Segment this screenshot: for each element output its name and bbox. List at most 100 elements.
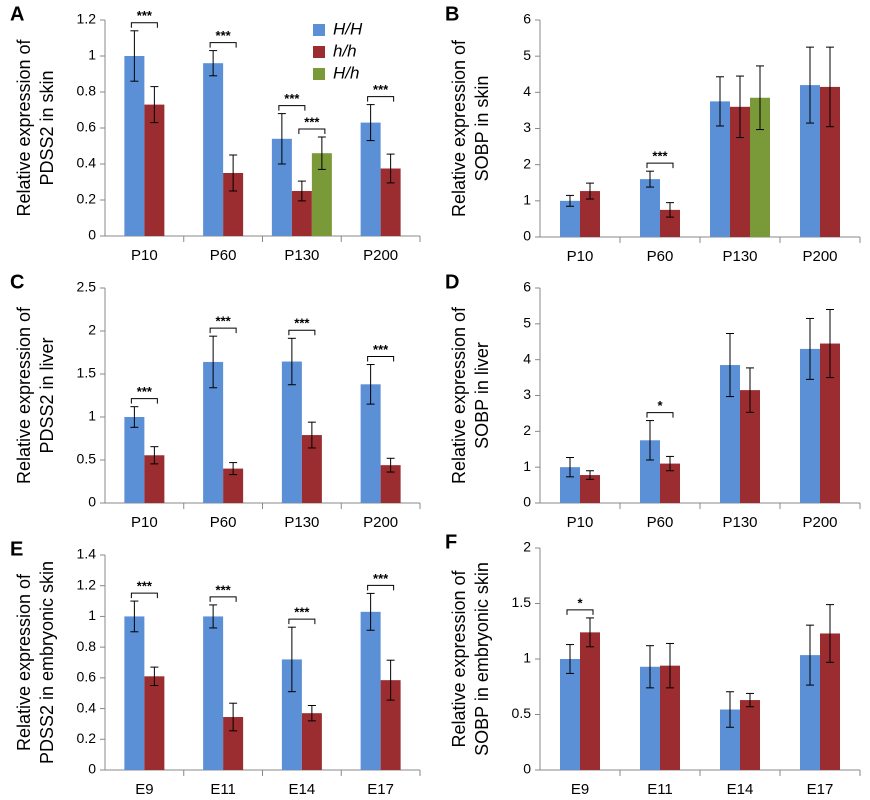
x-tick-label: P130 [284, 247, 319, 264]
bar [800, 655, 820, 770]
y-tick-label: 2 [88, 322, 96, 338]
legend-swatch [313, 46, 325, 58]
panel-letter: A [10, 3, 24, 25]
y-tick-label: 0.6 [77, 119, 97, 135]
error-bar [646, 170, 654, 188]
panel: B Relative expression of SOBP in skin 0 1 2 3 4… [445, 3, 861, 265]
error-bar [806, 317, 814, 380]
error-bar [746, 367, 754, 413]
panel: E Relative expression of PDSS2 in embryoni… [10, 538, 421, 798]
sig-label: *** [373, 342, 389, 357]
x-tick-label: E9 [135, 781, 153, 798]
error-bar [317, 136, 326, 170]
bar [301, 713, 322, 770]
bar [560, 659, 580, 770]
bar [144, 104, 165, 236]
sig-label: *** [216, 314, 232, 329]
error-bar [586, 617, 594, 648]
sig-label: *** [373, 82, 389, 97]
bar [660, 463, 680, 503]
error-bar [150, 446, 159, 465]
x-tick-label: P60 [647, 514, 674, 531]
panel-letter: F [445, 531, 457, 553]
error-bar [386, 659, 395, 701]
x-tick-label: P60 [210, 247, 237, 264]
y-tick-label: 1 [88, 47, 96, 63]
error-bar [666, 455, 674, 472]
y-axis-label: SOBP in embryonic skin [472, 562, 492, 756]
bar [124, 616, 145, 770]
error-bar [150, 666, 159, 687]
sig-label: *** [284, 91, 300, 106]
bar [820, 633, 840, 770]
bar [720, 709, 740, 770]
error-bar [307, 421, 316, 449]
error-bar [287, 626, 296, 693]
x-tick-label: P60 [647, 248, 674, 265]
sig-bracket [298, 128, 326, 134]
bar [223, 717, 244, 770]
y-tick-label: 1.2 [77, 576, 97, 592]
bar [640, 179, 660, 237]
bar [580, 475, 600, 503]
sig-label: *** [137, 8, 153, 23]
error-bar [646, 645, 654, 689]
bar [800, 348, 820, 503]
error-bar [277, 113, 286, 165]
bar [730, 106, 750, 237]
x-tick-label: P10 [131, 514, 158, 531]
sig-label: *** [294, 316, 310, 331]
panel: D Relative expression of SOBP in liver 0 1 2 3… [445, 271, 861, 531]
x-tick-label: P10 [567, 248, 594, 265]
bar [360, 122, 381, 236]
sig-bracket [367, 96, 395, 102]
legend-label: H/h [333, 63, 359, 82]
x-tick-label: P60 [210, 514, 237, 531]
bar [223, 468, 244, 503]
y-tick-label: 4 [523, 350, 531, 366]
y-tick-label: 5 [523, 47, 531, 63]
x-tick-label: P130 [722, 248, 757, 265]
error-bar [229, 702, 238, 732]
error-bar [209, 604, 218, 629]
error-bar [716, 76, 724, 127]
sig-label: *** [216, 28, 232, 43]
y-tick-label: 0.2 [77, 730, 97, 746]
error-bar [566, 644, 574, 674]
y-tick-label: 2.5 [77, 279, 97, 295]
bar [203, 361, 224, 503]
bar [660, 665, 680, 770]
error-bar [826, 309, 834, 379]
sig-bracket [288, 329, 316, 336]
panel-letter: B [445, 3, 459, 25]
error-bar [150, 86, 159, 124]
y-tick-label: 1.2 [77, 11, 97, 27]
error-bar [726, 691, 734, 728]
bar [360, 384, 381, 503]
error-bar [386, 153, 395, 184]
sig-bracket [209, 327, 237, 334]
y-tick-label: 2 [523, 422, 531, 438]
error-bar [826, 46, 834, 128]
sig-label: * [657, 398, 663, 413]
bar [271, 138, 292, 236]
bar [750, 97, 770, 237]
y-tick-label: 0 [523, 761, 531, 777]
bar [380, 168, 401, 236]
sig-bracket [209, 596, 237, 602]
bar [580, 191, 600, 237]
error-bar [366, 592, 375, 631]
y-tick-label: 0 [88, 761, 96, 777]
panel-letter: D [445, 271, 459, 293]
y-tick-label: 1.4 [77, 546, 97, 562]
x-tick-label: P10 [567, 514, 594, 531]
panel: C Relative expression of PDSS2 in liver 0 0.… [10, 271, 421, 531]
y-tick-label: 2 [523, 155, 531, 171]
y-tick-label: 3 [523, 386, 531, 402]
sig-bracket [367, 356, 395, 362]
error-bar [130, 30, 139, 82]
sig-label: *** [294, 605, 310, 620]
bar [301, 435, 322, 503]
bar [281, 659, 302, 770]
